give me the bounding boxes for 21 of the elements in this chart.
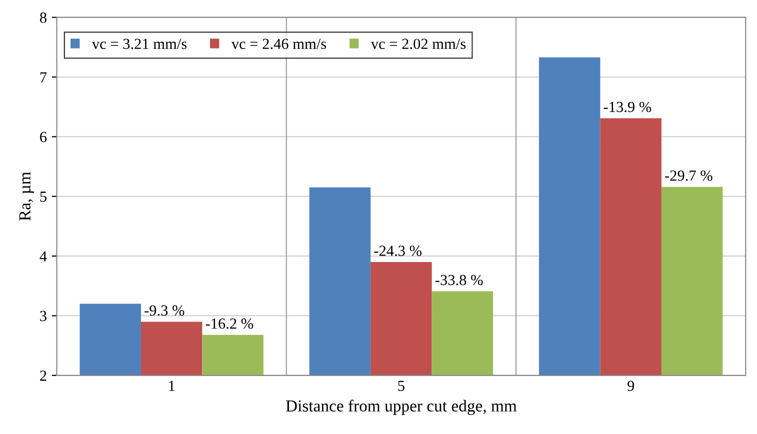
x-axis-title: Distance from upper cut edge, mm bbox=[286, 400, 517, 416]
annotation: -33.8 % bbox=[435, 274, 483, 286]
y-tick-label: 5 bbox=[40, 192, 46, 202]
annotation: -16.2 % bbox=[206, 318, 254, 329]
annotation: -24.3 % bbox=[374, 246, 422, 256]
y-tick-label: 3 bbox=[40, 310, 46, 322]
annotation: -29.7 % bbox=[665, 170, 712, 181]
y-axis-title: Ra, µm bbox=[19, 172, 34, 221]
y-tick-label: 7 bbox=[40, 72, 47, 82]
annotation: -9.3 % bbox=[144, 305, 184, 316]
legend-label: vc = 2.46 mm/s bbox=[231, 38, 326, 50]
x-tick-label: 1 bbox=[169, 380, 174, 391]
y-tick-label: 6 bbox=[40, 132, 47, 142]
y-tick-label: 4 bbox=[40, 251, 47, 262]
y-tick-label: 2 bbox=[40, 370, 46, 381]
y-tick-label: 8 bbox=[40, 12, 46, 23]
legend-label: vc = 2.02 mm/s bbox=[370, 38, 466, 50]
x-tick-label: 9 bbox=[628, 380, 634, 392]
legend-label: vc = 3.21 mm/s bbox=[92, 38, 187, 50]
x-tick-label: 5 bbox=[398, 380, 404, 392]
annotation: -13.9 % bbox=[604, 102, 652, 112]
